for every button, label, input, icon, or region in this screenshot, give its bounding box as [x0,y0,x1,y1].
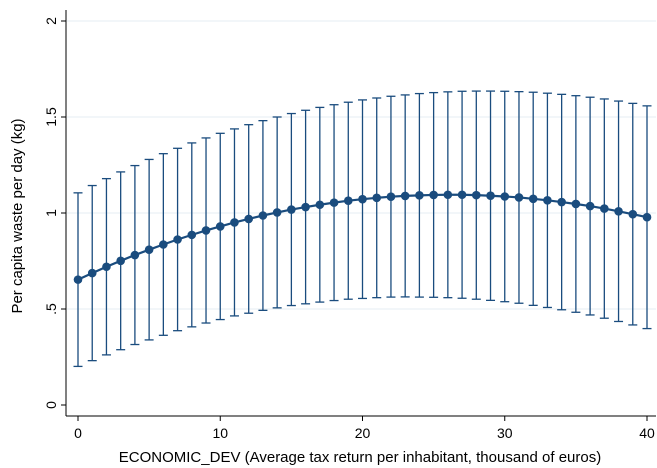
y-tick-label-1: .5 [43,303,59,315]
x-tick-label-0: 0 [74,425,82,441]
data-point-17 [315,200,325,210]
x-tick-label-2: 20 [355,425,371,441]
data-point-12 [244,214,253,224]
y-tick-label-3: 1.5 [43,107,59,127]
error-bars-layer [73,90,652,368]
data-point-20 [358,194,367,204]
data-point-31 [514,193,524,202]
data-point-27 [457,190,467,200]
data-point-15 [287,205,296,214]
data-point-21 [372,193,382,203]
data-point-14 [272,208,282,217]
data-point-5 [144,245,154,254]
data-point-34 [557,197,566,207]
data-point-18 [329,198,339,207]
data-point-16 [301,202,310,212]
data-point-1 [87,268,97,278]
data-point-26 [443,190,453,200]
data-point-22 [386,192,396,201]
data-point-29 [486,191,495,201]
y-tick-label-4: 2 [43,17,59,25]
y-tick-label-2: 1 [43,209,59,217]
data-point-38 [614,206,623,216]
data-point-4 [130,250,140,260]
data-point-7 [173,235,182,244]
x-axis-label: ECONOMIC_DEV (Average tax return per inh… [119,449,601,466]
data-point-6 [159,240,168,249]
data-point-23 [400,191,410,201]
data-point-25 [429,190,438,200]
data-point-24 [415,191,424,200]
x-tick-label-4: 40 [639,425,655,441]
y-tick-label-0: 0 [43,401,59,409]
axes-layer: 0.511.520 10 20 30 40 [43,10,656,441]
data-point-40 [642,212,652,222]
data-point-37 [600,204,609,213]
data-point-32 [528,194,538,204]
data-point-10 [215,222,225,231]
y-axis-label: Per capita waste per day (kg) [9,118,26,313]
data-point-2 [102,262,111,272]
data-point-33 [543,196,552,205]
data-point-28 [472,190,481,200]
data-point-9 [201,226,211,235]
data-point-30 [500,192,510,201]
data-point-13 [258,211,268,220]
data-point-8 [187,230,197,240]
data-point-11 [230,218,239,227]
data-point-0 [73,275,83,284]
data-point-39 [628,209,638,219]
points-layer [73,190,652,284]
grid-layer [67,20,656,310]
x-tick-label-3: 30 [497,425,513,441]
data-point-3 [116,256,125,266]
data-point-19 [343,196,353,206]
data-point-35 [571,199,581,209]
x-tick-label-1: 10 [212,425,228,441]
data-point-36 [585,201,595,211]
